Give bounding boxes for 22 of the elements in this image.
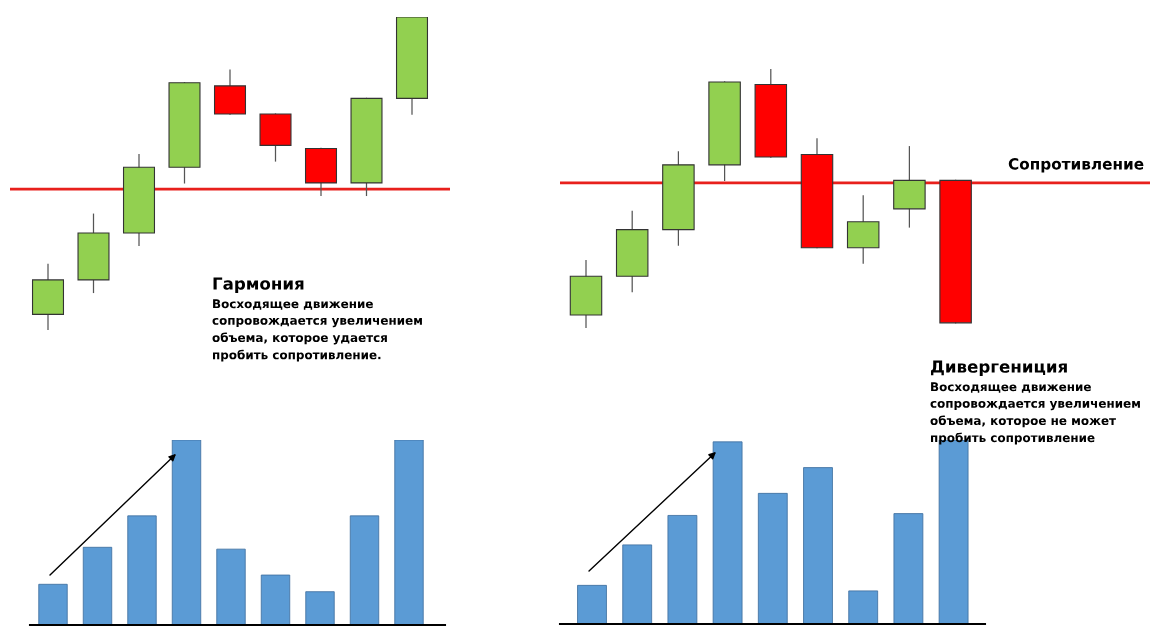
bar: [667, 515, 698, 624]
bar: [712, 441, 743, 624]
bar: [893, 513, 924, 624]
annotation: Восходящее движение сопровождается увеличением объема, которое не может пробить сопротивление: [930, 382, 1140, 445]
ref-line-label: Сопротивление: [1008, 158, 1144, 173]
bar: [38, 583, 68, 625]
bar: [216, 548, 246, 625]
bar: [848, 590, 879, 624]
bar: [171, 440, 202, 625]
bar: [127, 515, 157, 625]
bar: [349, 515, 380, 625]
bar: [260, 574, 291, 625]
bar: [305, 591, 335, 625]
text: Дивергениция: [931, 360, 1067, 377]
bar: [803, 467, 833, 624]
bar: [757, 492, 788, 624]
bar: [622, 544, 653, 624]
annotation: Восходящее движение сопровождается увеличением объема, которое удается пробить сопротивление.: [212, 299, 422, 362]
bar: [394, 440, 424, 625]
annotation: Гармония: [213, 277, 304, 294]
bar: [577, 584, 607, 624]
bar: [82, 546, 113, 625]
